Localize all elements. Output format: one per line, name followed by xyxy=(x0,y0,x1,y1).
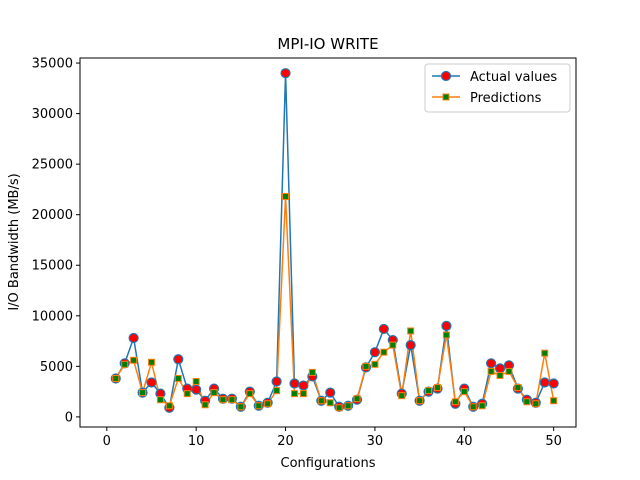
data-point-predictions xyxy=(416,397,424,405)
data-point-predictions xyxy=(317,397,325,405)
data-point-predictions xyxy=(371,360,379,368)
data-point-predictions xyxy=(353,395,361,403)
y-tick-label: 35000 xyxy=(32,57,73,72)
data-point-actual xyxy=(485,358,497,369)
data-point-predictions xyxy=(210,389,218,397)
y-tick-label: 25000 xyxy=(32,158,73,173)
data-point-predictions xyxy=(389,341,397,349)
data-point-actual xyxy=(146,377,157,388)
data-point-predictions xyxy=(156,396,164,404)
data-point-predictions xyxy=(147,358,155,366)
data-point-predictions xyxy=(121,360,129,368)
data-point-actual xyxy=(173,354,184,365)
x-axis: 0 10 20 30 40 50 xyxy=(103,427,562,449)
x-tick-label: 10 xyxy=(188,434,205,449)
data-point-predictions xyxy=(165,402,173,410)
x-tick-label: 50 xyxy=(545,434,562,449)
legend-frame xyxy=(424,63,571,113)
data-point-predictions xyxy=(469,403,477,411)
data-point-predictions xyxy=(246,390,254,398)
x-axis-label: Configurations xyxy=(281,456,376,471)
data-point-predictions xyxy=(407,327,415,335)
data-point-predictions xyxy=(308,368,316,376)
data-point-predictions xyxy=(478,402,486,410)
data-point-actual xyxy=(325,387,336,398)
data-point-predictions xyxy=(130,356,138,364)
y-tick-label: 5000 xyxy=(40,360,73,375)
data-point-predictions xyxy=(505,367,513,375)
data-point-predictions xyxy=(299,390,307,398)
data-point-actual xyxy=(271,376,282,387)
y-axis-label: I/O Bandwidth (MB/s) xyxy=(7,173,22,310)
chart-title: MPI-IO WRITE xyxy=(277,35,378,53)
data-point-predictions xyxy=(496,371,504,379)
data-point-predictions xyxy=(532,400,540,408)
legend-label-actual: Actual values xyxy=(470,70,557,85)
data-point-predictions xyxy=(192,378,200,386)
data-point-actual xyxy=(548,378,559,389)
data-point-actual xyxy=(405,340,416,351)
data-point-predictions xyxy=(487,367,495,375)
data-point-actual xyxy=(378,323,389,335)
data-point-actual xyxy=(441,320,452,332)
data-point-predictions xyxy=(255,402,263,410)
legend-actual-marker xyxy=(440,70,452,82)
data-point-predictions xyxy=(264,400,272,408)
data-point-predictions xyxy=(139,389,147,397)
x-tick-label: 30 xyxy=(367,434,384,449)
data-point-predictions xyxy=(451,398,459,406)
x-tick-label: 40 xyxy=(456,434,473,449)
data-point-predictions xyxy=(362,362,370,370)
legend: Actual values Predictions xyxy=(424,63,571,113)
legend-predictions-marker xyxy=(442,93,450,101)
data-point-predictions xyxy=(326,399,334,407)
data-point-predictions xyxy=(183,390,191,398)
data-point-actual xyxy=(539,377,550,388)
legend-label-predictions: Predictions xyxy=(470,91,542,106)
y-axis: 0 5000 10000 15000 20000 25000 30000 35000 xyxy=(32,57,80,425)
data-point-predictions xyxy=(550,397,558,405)
y-tick-label: 20000 xyxy=(32,208,73,223)
data-point-actual xyxy=(298,380,309,391)
plot-markers xyxy=(110,68,559,413)
data-point-predictions xyxy=(237,403,245,411)
data-point-predictions xyxy=(219,396,227,404)
data-point-predictions xyxy=(442,331,450,339)
data-point-predictions xyxy=(460,388,468,396)
data-point-predictions xyxy=(514,384,522,392)
data-point-predictions xyxy=(425,387,433,395)
y-tick-label: 10000 xyxy=(32,309,73,324)
data-point-actual xyxy=(128,332,139,344)
axes-frame xyxy=(79,57,577,428)
y-tick-label: 15000 xyxy=(32,259,73,274)
data-point-predictions xyxy=(523,398,531,406)
y-tick-label: 0 xyxy=(65,410,73,425)
x-tick-label: 20 xyxy=(277,434,294,449)
y-tick-label: 30000 xyxy=(32,107,73,122)
data-point-actual xyxy=(369,347,381,358)
data-point-actual xyxy=(280,68,291,79)
data-point-predictions xyxy=(228,396,236,404)
data-point-predictions xyxy=(335,404,343,412)
data-point-predictions xyxy=(344,402,352,410)
data-point-predictions xyxy=(380,348,388,356)
data-point-actual xyxy=(494,363,506,374)
data-point-predictions xyxy=(201,401,209,409)
data-point-predictions xyxy=(290,390,298,398)
data-point-actual xyxy=(191,384,202,395)
data-point-actual xyxy=(289,378,300,389)
data-point-predictions xyxy=(112,374,120,382)
data-point-predictions xyxy=(273,387,281,395)
x-tick-label: 0 xyxy=(103,434,111,449)
data-point-predictions xyxy=(541,349,549,357)
data-point-predictions xyxy=(433,384,441,392)
data-point-predictions xyxy=(282,193,290,201)
data-point-predictions xyxy=(174,374,182,382)
data-point-predictions xyxy=(398,392,406,400)
